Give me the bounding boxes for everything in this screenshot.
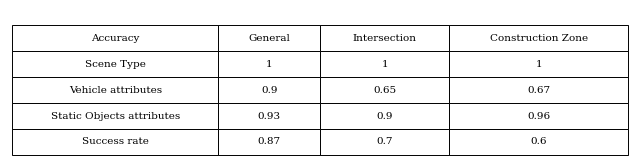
Text: General: General	[248, 33, 290, 43]
Bar	[449, 51, 628, 77]
Text: 0.65: 0.65	[373, 85, 396, 95]
Text: Accuracy: Accuracy	[91, 33, 140, 43]
Text: Vehicle attributes: Vehicle attributes	[68, 85, 162, 95]
Bar	[449, 103, 628, 129]
Bar	[12, 51, 218, 77]
Text: 0.87: 0.87	[258, 137, 281, 147]
Text: 0.9: 0.9	[376, 112, 393, 120]
Text: 1: 1	[266, 60, 273, 68]
Bar	[320, 51, 449, 77]
Bar	[320, 129, 449, 155]
Text: 1: 1	[536, 60, 542, 68]
Bar	[218, 129, 320, 155]
Bar	[218, 77, 320, 103]
Bar	[218, 25, 320, 51]
Text: Intersection: Intersection	[353, 33, 417, 43]
Bar	[218, 103, 320, 129]
Text: Construction Zone: Construction Zone	[490, 33, 588, 43]
Text: 0.6: 0.6	[531, 137, 547, 147]
Bar	[12, 129, 218, 155]
Text: 0.93: 0.93	[258, 112, 281, 120]
Bar	[218, 51, 320, 77]
Text: Scene Type: Scene Type	[84, 60, 146, 68]
Bar	[320, 103, 449, 129]
Bar	[449, 129, 628, 155]
Text: 0.9: 0.9	[261, 85, 277, 95]
Bar	[449, 25, 628, 51]
Text: Success rate: Success rate	[82, 137, 148, 147]
Bar	[449, 77, 628, 103]
Bar	[320, 25, 449, 51]
Text: 1: 1	[381, 60, 388, 68]
Bar	[12, 103, 218, 129]
Bar	[12, 25, 218, 51]
Text: 0.7: 0.7	[376, 137, 393, 147]
Bar	[12, 77, 218, 103]
Text: Static Objects attributes: Static Objects attributes	[51, 112, 180, 120]
Bar	[320, 77, 449, 103]
Text: 0.67: 0.67	[527, 85, 550, 95]
Text: 0.96: 0.96	[527, 112, 550, 120]
